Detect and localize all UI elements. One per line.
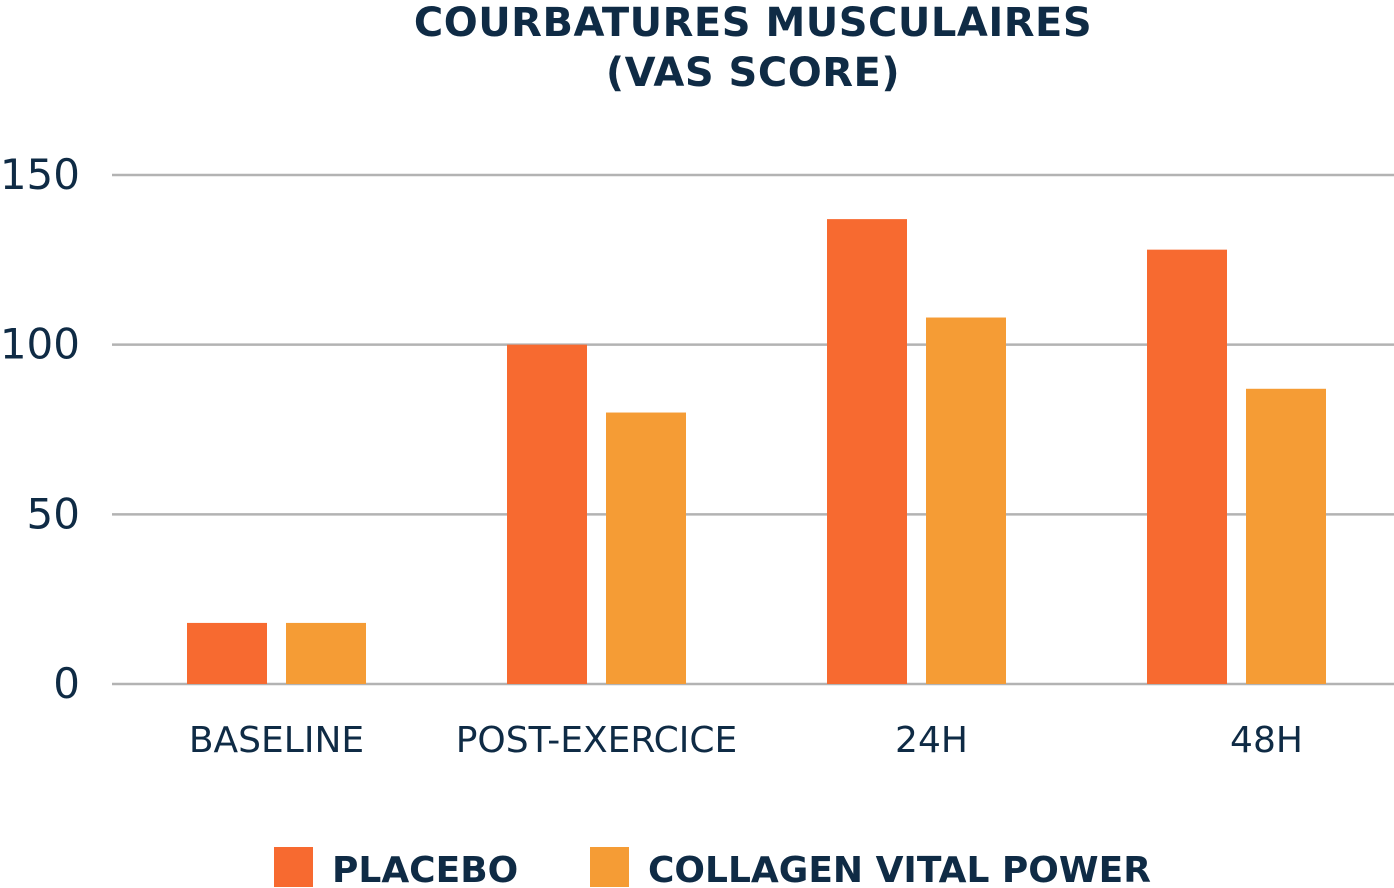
y-tick-label: 50 [27,489,80,538]
y-axis-ticks: 150 100 50 0 [0,150,80,708]
bars [187,219,1326,685]
legend: PLACEBO COLLAGEN VITAL POWER [274,847,1151,888]
bar-collagen-3 [1246,388,1326,684]
bar-placebo-2 [827,219,907,684]
y-tick-label: 150 [0,150,80,199]
chart-title-line-2: (VAS SCORE) [605,50,901,96]
legend-swatch [590,847,629,887]
x-category-label: 48H [1230,720,1303,761]
bar-collagen-1 [606,412,686,684]
bar-placebo-0 [187,622,267,684]
bar-placebo-3 [1147,249,1227,685]
x-axis-categories: BASELINE POST-EXERCICE 24H 48H [189,720,1303,761]
y-tick-label: 100 [0,320,80,369]
x-category-label: 24H [895,720,968,761]
legend-swatch [274,847,313,887]
legend-label: COLLAGEN VITAL POWER [648,850,1151,888]
chart-title-line-1: COURBATURES MUSCULAIRES [413,0,1093,46]
bar-collagen-0 [286,622,366,684]
x-category-label: BASELINE [189,720,364,761]
bar-collagen-2 [926,317,1006,684]
y-tick-label: 0 [53,659,80,708]
legend-label: PLACEBO [332,850,518,888]
x-category-label: POST-EXERCICE [456,720,738,761]
bar-placebo-1 [507,344,587,684]
